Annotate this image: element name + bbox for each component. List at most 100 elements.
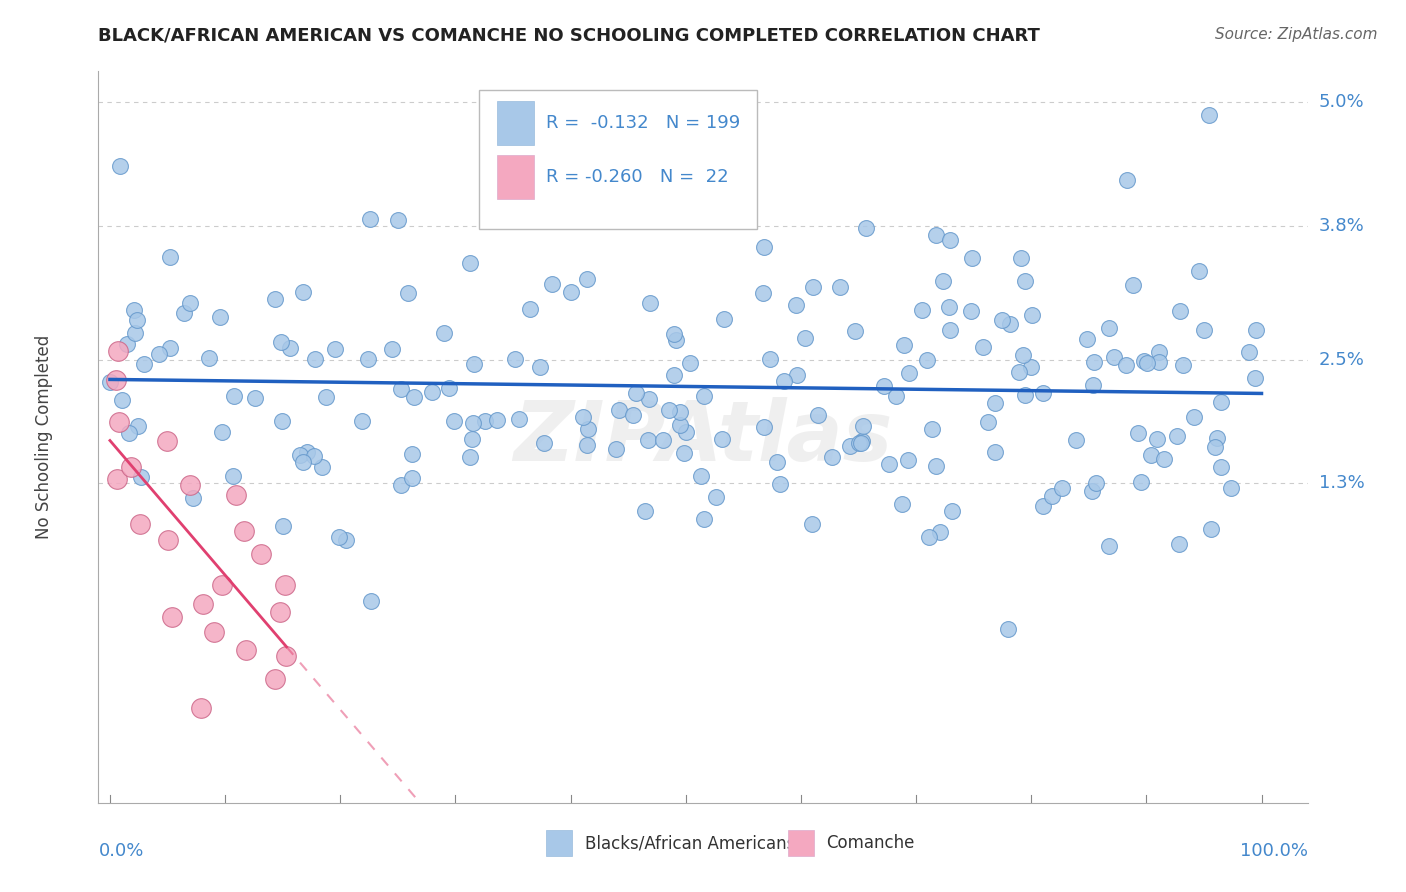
Point — [939, 323, 962, 337]
Point — [769, 477, 792, 491]
Point — [848, 436, 870, 450]
Point — [710, 432, 733, 446]
Point — [693, 512, 716, 526]
Point — [960, 304, 983, 318]
Point — [938, 300, 960, 314]
Point — [1147, 355, 1170, 369]
Point — [1021, 308, 1043, 322]
Point — [292, 285, 315, 300]
Text: 5.0%: 5.0% — [1319, 94, 1364, 112]
Point — [690, 469, 713, 483]
Point — [669, 418, 692, 433]
Point — [1219, 481, 1241, 495]
Point — [915, 353, 938, 368]
Point — [1167, 536, 1189, 550]
Point — [838, 439, 860, 453]
Point — [1014, 274, 1036, 288]
Point — [263, 292, 285, 306]
Point — [918, 530, 941, 544]
Point — [302, 449, 325, 463]
Point — [458, 256, 481, 270]
Point — [1237, 345, 1260, 359]
Text: Blacks/African Americans: Blacks/African Americans — [585, 834, 794, 852]
Point — [190, 701, 212, 715]
Point — [278, 341, 301, 355]
Point — [984, 445, 1007, 459]
Point — [127, 313, 149, 327]
Point — [295, 444, 318, 458]
Point — [1139, 448, 1161, 462]
Point — [800, 516, 823, 531]
Point — [1104, 350, 1126, 364]
Point — [157, 533, 180, 548]
Point — [335, 533, 357, 548]
Text: No Schooling Completed: No Schooling Completed — [35, 335, 53, 539]
Point — [159, 250, 181, 264]
Point — [803, 280, 825, 294]
Point — [807, 408, 830, 422]
Point — [1083, 355, 1105, 369]
Point — [1000, 317, 1022, 331]
Point — [401, 447, 423, 461]
Point — [474, 414, 496, 428]
Point — [1116, 173, 1139, 187]
Point — [108, 159, 131, 173]
Point — [211, 578, 233, 592]
Text: ZIPAtlas: ZIPAtlas — [513, 397, 893, 477]
Point — [181, 491, 204, 505]
Point — [193, 597, 215, 611]
Point — [235, 643, 257, 657]
Point — [576, 438, 599, 452]
Point — [638, 296, 661, 310]
Point — [1076, 332, 1098, 346]
Point — [665, 334, 688, 348]
Point — [311, 460, 333, 475]
Point — [129, 469, 152, 483]
Text: 2.5%: 2.5% — [1319, 351, 1365, 368]
Point — [360, 594, 382, 608]
Point — [997, 622, 1019, 636]
Point — [693, 389, 716, 403]
FancyBboxPatch shape — [546, 830, 572, 855]
Point — [98, 376, 121, 390]
Point — [939, 233, 962, 247]
Point — [652, 433, 675, 447]
Point — [929, 525, 952, 540]
Point — [1199, 522, 1222, 536]
Point — [1031, 500, 1053, 514]
Point — [211, 425, 233, 439]
Point — [1122, 277, 1144, 292]
Point — [1098, 539, 1121, 553]
Point — [637, 434, 659, 448]
Point — [932, 274, 955, 288]
Text: 0.0%: 0.0% — [98, 842, 143, 860]
Point — [1050, 481, 1073, 495]
Point — [276, 649, 298, 664]
FancyBboxPatch shape — [787, 830, 814, 855]
Point — [752, 419, 775, 434]
Point — [124, 326, 146, 341]
Point — [179, 478, 201, 492]
Point — [396, 286, 419, 301]
Point — [572, 409, 595, 424]
Point — [148, 347, 170, 361]
Point — [1098, 321, 1121, 335]
Point — [270, 334, 292, 349]
Point — [1209, 394, 1232, 409]
FancyBboxPatch shape — [498, 155, 534, 200]
Point — [271, 519, 294, 533]
Point — [463, 417, 485, 431]
Point — [250, 547, 273, 561]
Point — [1244, 323, 1267, 337]
Point — [1115, 358, 1137, 372]
Point — [356, 352, 378, 367]
Point — [519, 302, 541, 317]
Point — [118, 426, 141, 441]
Point — [941, 504, 963, 518]
Point — [851, 434, 873, 448]
Point — [107, 344, 129, 359]
Point — [605, 442, 627, 456]
Point — [1146, 433, 1168, 447]
Point — [849, 436, 872, 450]
Point — [1019, 360, 1042, 375]
